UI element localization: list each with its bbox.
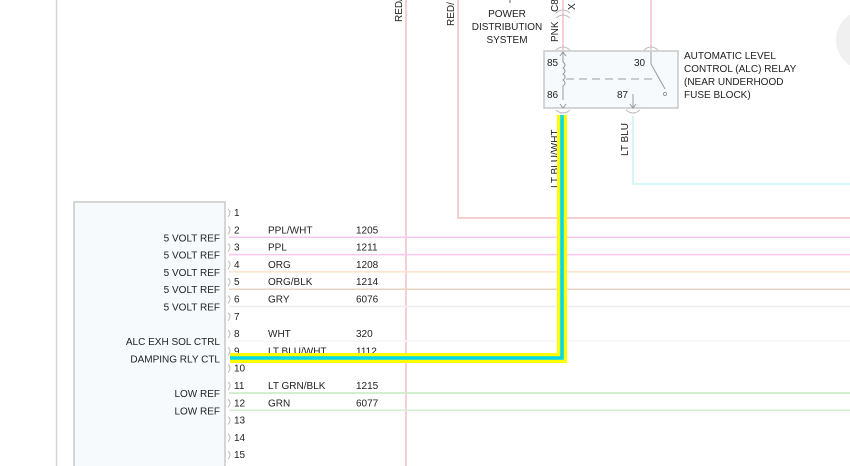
pin-terminal-icon (227, 312, 231, 322)
wire-color: LT GRN/BLK (268, 381, 326, 392)
power-distribution-label-2: DISTRIBUTION (472, 22, 543, 33)
pin-terminal-icon (227, 295, 231, 304)
pin-function: LOW REF (174, 389, 220, 400)
pin-number: 8 (234, 329, 240, 340)
pin-terminal-icon (227, 329, 231, 339)
pin-number: 5 (234, 277, 240, 288)
lt-blu-wire-label: LT BLU (620, 123, 631, 156)
pin-number: 6 (234, 295, 240, 306)
pin-number: 3 (234, 243, 240, 254)
alc-relay[interactable]: 85 86 30 87 (543, 46, 679, 114)
pin-terminal-icon (227, 243, 231, 252)
pin-terminal-icon (227, 398, 231, 408)
pin-number: 10 (234, 364, 246, 375)
wire-color: GRN (268, 398, 290, 409)
pin-number: 1 (234, 208, 240, 219)
pin-function: 5 VOLT REF (164, 268, 220, 279)
circuit-number: 1214 (356, 277, 379, 288)
highlighted-wire-inner[interactable] (230, 115, 564, 360)
relay-title-1: AUTOMATIC LEVEL (684, 51, 776, 62)
pin-function: 5 VOLT REF (164, 303, 220, 314)
wire-color: WHT (268, 329, 291, 340)
red-wire-1-label: RED/ (394, 0, 405, 22)
connector-85-icon (555, 46, 659, 51)
wire-color: LT BLU/WHT (268, 346, 327, 357)
power-distribution-label-3: SYSTEM (486, 35, 527, 46)
pin-terminal-icon (227, 347, 231, 356)
circuit-number: 1211 (356, 243, 378, 254)
connector-86-icon (555, 109, 641, 114)
pin-terminal-icon (227, 433, 231, 443)
pin-terminal-icon (227, 450, 231, 460)
relay-coil-icon (559, 51, 567, 109)
connector-c8-icon (555, 9, 571, 19)
pin-number: 4 (234, 260, 240, 271)
pin-terminal-icon (227, 225, 231, 235)
pin-terminal-icon (227, 208, 231, 218)
relay-pin-87: 87 (617, 90, 629, 101)
control-module[interactable] (73, 201, 226, 466)
relay-title-4: FUSE BLOCK) (684, 90, 751, 101)
connector-label: C8 (550, 0, 561, 12)
relay-pin-86: 86 (547, 90, 559, 101)
wire-color: GRY (268, 295, 290, 306)
pin-function: ALC EXH SOL CTRL (126, 337, 221, 348)
pin87-icon (629, 94, 637, 109)
circuit-number: 320 (356, 329, 373, 340)
lt-blu-wire (632, 116, 850, 185)
pin-function: 5 VOLT REF (164, 285, 220, 296)
pin-function: 5 VOLT REF (164, 233, 220, 244)
relay-title-3: (NEAR UNDERHOOD (684, 77, 783, 88)
pin-function: 5 VOLT REF (164, 251, 220, 262)
pin-number: 13 (234, 416, 246, 427)
wire-color: PPL (268, 243, 287, 254)
pin-number: 12 (234, 398, 246, 409)
pin-number: 2 (234, 225, 240, 236)
relay-pin-30: 30 (634, 58, 646, 69)
power-distribution-label-1: POWER (488, 9, 526, 20)
pin-number: 14 (234, 433, 246, 444)
pin-terminal-icon (227, 381, 231, 391)
wire-color: ORG (268, 260, 291, 271)
pin-function: DAMPING RLY CTL (130, 354, 220, 365)
pin-number: 7 (234, 312, 240, 323)
pin-terminal-icon (227, 364, 231, 374)
red-wire-2 (457, 0, 850, 219)
relay-switch-icon (650, 52, 666, 90)
circuit-number: 1208 (356, 260, 379, 271)
red-wire-2-label: RED/ (446, 2, 457, 26)
pin-terminal-icon (227, 277, 231, 287)
circuit-number: 6077 (356, 398, 379, 409)
pin-number: 15 (234, 450, 246, 461)
pin-terminal-icon (227, 260, 231, 270)
pin-number: 9 (234, 346, 240, 357)
lt-blu-wht-wire-label: LT BLU/WHT (550, 129, 561, 188)
circuit-number: 1215 (356, 381, 379, 392)
relay-contact-icon (662, 91, 668, 97)
wire-color: ORG/BLK (268, 277, 313, 288)
relay-pin-85: 85 (547, 58, 559, 69)
pin-function: LOW REF (174, 406, 220, 417)
wire-color: PPL/WHT (268, 225, 312, 236)
pin-terminal-icon (227, 416, 231, 425)
scroll-indicator[interactable] (836, 10, 850, 70)
pin-number: 11 (234, 381, 245, 392)
highlighted-wire-outer[interactable] (230, 115, 567, 363)
circuit-number: 1205 (356, 225, 379, 236)
relay-title-2: CONTROL (ALC) RELAY (684, 64, 797, 75)
circuit-number: 6076 (356, 295, 379, 306)
pnk-wire-label: PNK (550, 21, 561, 42)
circuit-number: 1112 (356, 346, 377, 357)
x-label: X (567, 3, 578, 10)
